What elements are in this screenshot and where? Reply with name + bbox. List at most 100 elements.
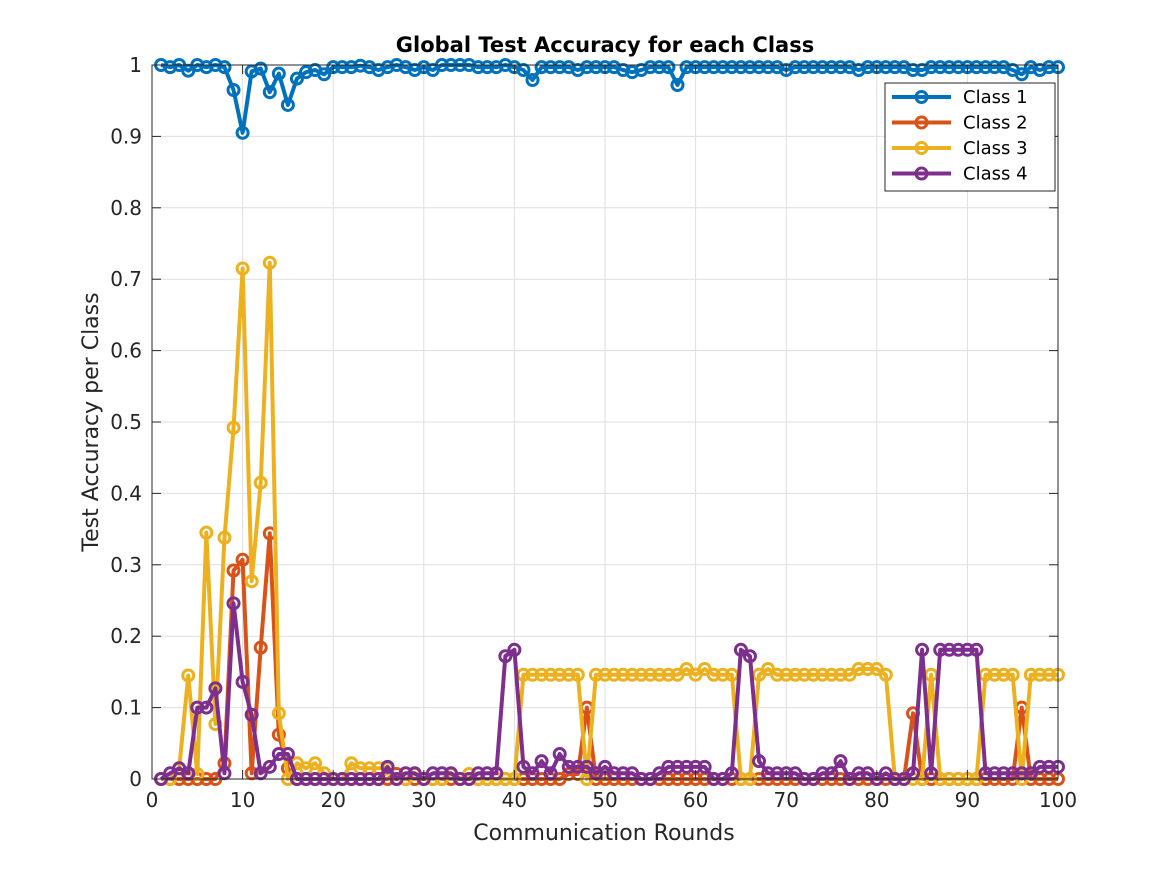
data-point: [906, 62, 921, 77]
data-point: [271, 66, 286, 81]
data-point: [752, 754, 767, 769]
data-point: [299, 65, 314, 80]
data-point: [824, 60, 839, 75]
data-point: [761, 60, 776, 75]
data-point: [317, 67, 332, 82]
x-tick-label: 40: [502, 788, 527, 812]
data-point: [217, 60, 232, 75]
data-point: [1014, 67, 1029, 82]
data-point: [788, 667, 803, 682]
data-point: [770, 667, 785, 682]
y-tick-label: 0.5: [110, 410, 142, 434]
data-point: [280, 747, 295, 762]
data-point: [860, 60, 875, 75]
data-point: [208, 681, 223, 696]
y-tick-label: 0.2: [110, 624, 142, 648]
data-point: [570, 667, 585, 682]
data-point: [616, 667, 631, 682]
data-point: [806, 60, 821, 75]
data-point: [253, 475, 268, 490]
data-point: [190, 767, 205, 782]
data-point: [543, 667, 558, 682]
data-point: [933, 642, 948, 657]
axis-ticks: 0 10 20 30 40 50 60 70 80 90 100 0 0.1 0.2 0.3 0.4 0.5 0.…: [110, 53, 1077, 812]
y-tick-label: 0.6: [110, 339, 142, 363]
data-point: [942, 60, 957, 75]
data-point: [235, 552, 250, 567]
data-point: [1041, 759, 1056, 774]
x-axis-label: Communication Rounds: [473, 821, 734, 846]
data-point: [552, 60, 567, 75]
data-point: [942, 642, 957, 657]
data-point: [1005, 667, 1020, 682]
data-point: [190, 700, 205, 715]
legend-label: Class 4: [963, 164, 1028, 185]
data-point: [634, 667, 649, 682]
data-point: [951, 642, 966, 657]
data-point: [579, 60, 594, 75]
y-tick-label: 1: [129, 53, 142, 77]
data-point: [661, 667, 676, 682]
data-point: [199, 60, 214, 75]
data-point: [235, 674, 250, 689]
data-point: [588, 667, 603, 682]
data-point: [217, 530, 232, 545]
data-point: [353, 58, 368, 73]
data-point: [625, 65, 640, 80]
data-point: [878, 60, 893, 75]
data-point: [924, 60, 939, 75]
data-point: [978, 60, 993, 75]
data-point: [788, 60, 803, 75]
y-tick-label: 0.8: [110, 196, 142, 220]
data-point: [1041, 667, 1056, 682]
data-point: [833, 754, 848, 769]
y-tick-label: 0.1: [110, 696, 142, 720]
data-point: [579, 759, 594, 774]
data-point: [507, 642, 522, 657]
data-point: [860, 662, 875, 677]
data-point: [960, 642, 975, 657]
data-point: [244, 574, 259, 589]
data-point: [661, 759, 676, 774]
data-point: [833, 667, 848, 682]
x-tick-label: 50: [592, 788, 617, 812]
data-point: [915, 642, 930, 657]
x-tick-label: 20: [320, 788, 345, 812]
legend-swatch-marker: [914, 141, 929, 155]
y-tick-label: 0.7: [110, 267, 142, 291]
data-point: [742, 649, 757, 664]
legend-label: Class 3: [963, 138, 1028, 159]
data-point: [670, 759, 685, 774]
data-point: [480, 60, 495, 75]
data-point: [742, 60, 757, 75]
data-point: [643, 60, 658, 75]
x-tick-label: 10: [230, 788, 255, 812]
data-point: [543, 60, 558, 75]
x-tick-label: 80: [864, 788, 889, 812]
legend-label: Class 1: [963, 87, 1028, 108]
x-tick-label: 90: [955, 788, 980, 812]
data-point: [262, 85, 277, 100]
data-point: [280, 97, 295, 112]
data-point: [697, 759, 712, 774]
data-point: [779, 667, 794, 682]
data-point: [598, 667, 612, 682]
data-point: [226, 596, 241, 611]
data-point: [851, 662, 866, 677]
data-point: [552, 747, 567, 762]
data-point: [652, 667, 667, 682]
chart-title: Global Test Accuracy for each Class: [396, 33, 814, 57]
x-tick-label: 60: [683, 788, 708, 812]
data-point: [534, 667, 549, 682]
legend-swatch-marker: [914, 166, 929, 181]
data-point: [1023, 667, 1038, 682]
y-tick-label: 0.9: [110, 124, 142, 148]
data-point: [670, 77, 685, 92]
y-tick-label: 0: [129, 767, 142, 791]
data-point: [824, 667, 839, 682]
data-point: [887, 60, 902, 75]
legend-item: Class 2: [892, 113, 1028, 134]
y-axis-label: Test Accuracy per Class: [79, 292, 104, 552]
data-point: [706, 60, 721, 75]
data-point: [643, 667, 658, 682]
